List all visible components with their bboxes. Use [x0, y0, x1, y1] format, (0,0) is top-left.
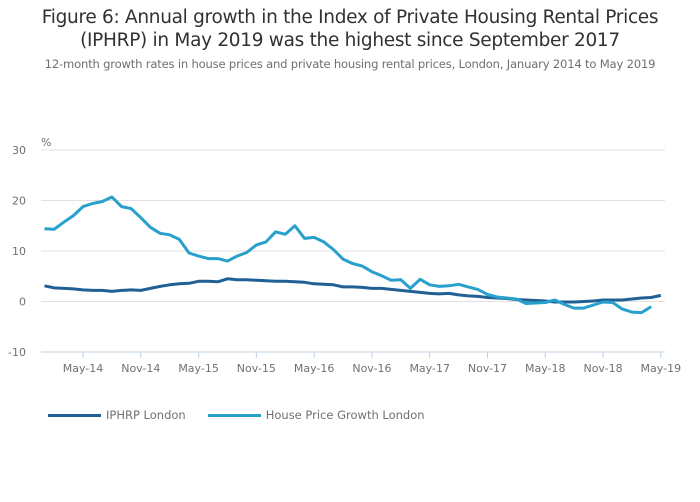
- series-line-house-price-growth-london: [44, 195, 652, 315]
- x-tick-label: May-14: [63, 362, 104, 375]
- legend-item-house-price-growth[interactable]: House Price Growth London: [207, 408, 425, 422]
- y-axis-label: %: [41, 136, 51, 149]
- chart-title: Figure 6: Annual growth in the Index of …: [0, 6, 700, 52]
- x-tick-label: May-18: [525, 362, 566, 375]
- legend-swatch-iphrp: [48, 413, 101, 417]
- x-tick-label: Nov-16: [352, 362, 391, 375]
- chart-title-line-2: (IPHRP) in May 2019 was the highest sinc…: [80, 30, 620, 51]
- y-tick-label: 20: [12, 195, 26, 208]
- x-tick-label: May-16: [294, 362, 335, 375]
- chart-subtitle: 12-month growth rates in house prices an…: [44, 57, 656, 71]
- legend: IPHRP London House Price Growth London: [48, 408, 447, 422]
- x-tick-label: Nov-14: [121, 362, 160, 375]
- legend-label-house-price-growth: House Price Growth London: [265, 408, 425, 422]
- y-tick-label: 10: [12, 245, 26, 258]
- chart-title-line-1: Figure 6: Annual growth in the Index of …: [41, 7, 659, 28]
- y-tick-label: 0: [19, 296, 26, 309]
- y-tick-label: -10: [8, 346, 26, 359]
- legend-item-iphrp[interactable]: IPHRP London: [48, 408, 186, 422]
- y-axis-ticks: -10 0 10 20 30: [8, 144, 26, 359]
- legend-swatch-house-price-growth: [207, 413, 261, 417]
- x-tick-label: Nov-17: [468, 362, 507, 375]
- series-lines: [44, 195, 662, 315]
- y-tick-label: 30: [12, 144, 26, 157]
- x-tick-label: Nov-18: [583, 362, 622, 375]
- x-tick-label: Nov-15: [237, 362, 276, 375]
- x-tick-label: May-15: [178, 362, 219, 375]
- series-line-iphrp-london: [44, 277, 662, 304]
- legend-label-iphrp: IPHRP London: [106, 408, 186, 422]
- x-tick-label: May-17: [409, 362, 450, 375]
- x-axis: May-14 Nov-14 May-15 Nov-15 May-16 Nov-16 May-…: [41, 351, 682, 375]
- x-tick-label: May-19: [641, 362, 682, 375]
- gridlines: [41, 149, 665, 302]
